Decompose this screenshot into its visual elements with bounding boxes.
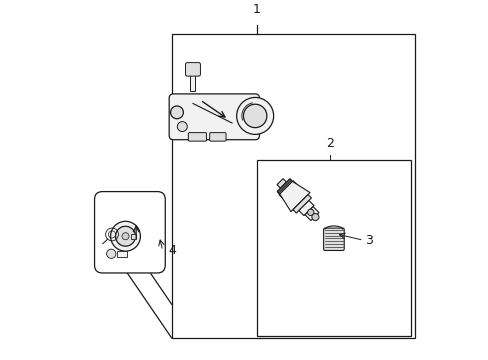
Circle shape [170, 106, 183, 119]
Bar [256, 160, 411, 336]
Bar [190, 75, 195, 91]
Polygon shape [305, 207, 318, 221]
Polygon shape [278, 181, 307, 209]
Text: 4: 4 [168, 244, 176, 257]
Circle shape [243, 104, 266, 128]
FancyBboxPatch shape [94, 192, 165, 273]
Polygon shape [279, 181, 309, 212]
Circle shape [236, 98, 273, 134]
Text: 1: 1 [252, 4, 260, 17]
Circle shape [311, 213, 318, 221]
FancyBboxPatch shape [169, 94, 259, 140]
Circle shape [106, 249, 116, 258]
FancyBboxPatch shape [188, 132, 206, 141]
Circle shape [307, 209, 313, 216]
Circle shape [110, 221, 140, 251]
FancyBboxPatch shape [323, 228, 344, 251]
Circle shape [115, 226, 135, 246]
Polygon shape [298, 201, 313, 216]
Polygon shape [277, 179, 292, 194]
Polygon shape [276, 179, 286, 188]
Circle shape [122, 233, 129, 240]
Text: 3: 3 [364, 234, 372, 247]
Bar [171, 34, 414, 338]
FancyBboxPatch shape [209, 132, 225, 141]
Bar [116, 251, 127, 257]
Text: 2: 2 [325, 137, 333, 150]
Circle shape [177, 122, 187, 131]
FancyBboxPatch shape [185, 63, 200, 76]
Bar [131, 234, 136, 239]
Polygon shape [292, 194, 311, 213]
